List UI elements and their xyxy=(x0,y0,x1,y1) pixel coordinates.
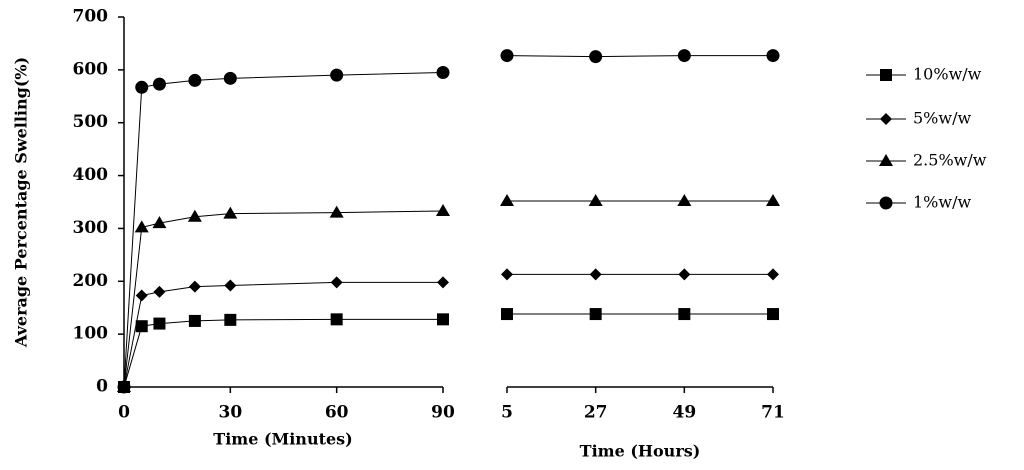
data-point xyxy=(501,268,513,281)
data-point xyxy=(677,193,692,206)
x-axis-label: Time (Hours) xyxy=(580,442,701,461)
y-tick-label: 500 xyxy=(73,112,109,132)
x-tick-label: 90 xyxy=(431,403,455,423)
data-point xyxy=(437,313,449,326)
x-axis-label: Time (Minutes) xyxy=(213,430,352,449)
data-point xyxy=(767,308,779,321)
y-axis-label: Average Percentage Swelling(%) xyxy=(12,57,31,348)
data-point xyxy=(329,205,344,218)
legend-label: 1%w/w xyxy=(913,193,971,212)
data-point xyxy=(188,73,202,87)
data-point xyxy=(135,320,148,333)
data-point xyxy=(152,216,167,229)
data-point xyxy=(330,68,344,82)
data-point xyxy=(152,77,166,91)
legend-label: 5%w/w xyxy=(913,109,971,128)
series-line xyxy=(506,55,773,58)
data-point xyxy=(224,279,237,292)
data-point xyxy=(767,268,779,281)
legend-marker xyxy=(879,154,893,166)
data-point xyxy=(330,313,343,326)
data-point xyxy=(223,206,238,219)
y-tick-label: 700 xyxy=(73,7,109,27)
data-point xyxy=(436,203,450,216)
data-point xyxy=(677,49,691,63)
data-point xyxy=(187,209,202,222)
x-tick-label: 49 xyxy=(672,403,696,423)
data-point xyxy=(153,285,166,298)
y-tick-label: 200 xyxy=(73,271,109,291)
x-tick-label: 71 xyxy=(761,403,785,423)
data-point xyxy=(500,49,514,63)
series-line xyxy=(123,318,443,388)
data-point xyxy=(766,193,780,206)
x-tick-label: 60 xyxy=(325,403,349,423)
data-point xyxy=(678,268,691,281)
legend-label: 10%w/w xyxy=(913,65,982,84)
data-point xyxy=(188,314,201,327)
legend-label: 2.5%w/w xyxy=(913,151,987,170)
data-point xyxy=(678,308,691,321)
y-tick-label: 0 xyxy=(96,377,108,397)
data-point xyxy=(330,276,343,289)
data-point xyxy=(117,380,131,394)
data-point xyxy=(589,50,603,64)
data-point xyxy=(436,66,450,79)
x-tick-label: 30 xyxy=(218,403,242,423)
data-point xyxy=(589,308,602,321)
data-point xyxy=(134,220,149,233)
series-line xyxy=(123,210,444,388)
data-point xyxy=(500,193,514,206)
legend-marker xyxy=(880,113,892,125)
data-point xyxy=(153,317,166,330)
series-line xyxy=(123,281,443,388)
data-point xyxy=(589,268,602,281)
data-point xyxy=(501,308,513,321)
x-tick-label: 0 xyxy=(118,403,130,423)
legend-marker xyxy=(880,69,892,81)
y-tick-label: 600 xyxy=(73,59,109,79)
data-point xyxy=(224,313,237,326)
y-tick-label: 300 xyxy=(73,218,109,238)
y-tick-label: 400 xyxy=(73,165,109,185)
data-point xyxy=(135,80,149,94)
data-point xyxy=(223,71,237,85)
data-point xyxy=(135,289,148,302)
series-line xyxy=(123,72,444,388)
x-tick-label: 27 xyxy=(584,403,608,423)
x-tick-label: 5 xyxy=(501,403,513,423)
y-tick-label: 100 xyxy=(73,324,109,344)
legend-marker xyxy=(879,196,893,210)
data-point xyxy=(188,280,201,293)
data-point xyxy=(588,193,603,206)
data-point xyxy=(437,276,449,289)
data-point xyxy=(766,49,780,63)
